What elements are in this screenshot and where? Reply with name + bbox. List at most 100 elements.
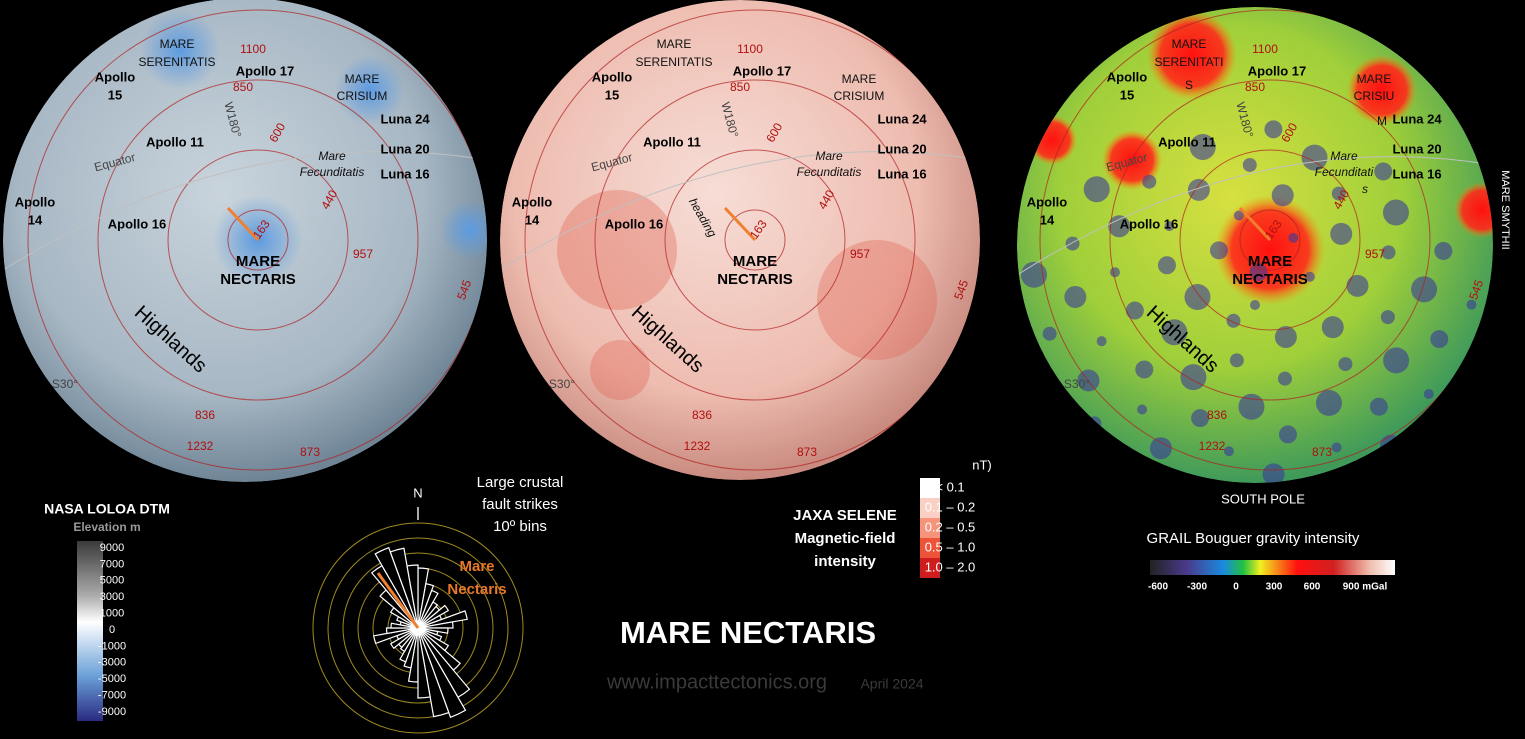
- map-label: NECTARIS: [220, 271, 296, 288]
- legend-title: intensity: [814, 553, 876, 570]
- legend-label: 0.1 – 0.2: [925, 499, 976, 514]
- rose-petal: [372, 627, 419, 645]
- legend-title: NASA LOLOA DTM: [44, 501, 170, 517]
- ring: [724, 209, 786, 271]
- map-label: Apollo 11: [1158, 134, 1216, 149]
- crater: [1184, 284, 1211, 311]
- crater: [1149, 437, 1172, 460]
- rose-petal: [417, 604, 450, 629]
- colorbar-label: 3000: [100, 591, 124, 603]
- legend-label: 0.5 – 1.0: [925, 539, 976, 554]
- crater: [1249, 263, 1268, 282]
- legend-label: < 0.1: [935, 479, 964, 494]
- crater: [1125, 301, 1144, 320]
- ring: [594, 79, 916, 401]
- map-label: 957: [850, 247, 870, 261]
- rose-petal: [417, 610, 468, 629]
- crater: [1315, 389, 1342, 416]
- rose-petal: [389, 627, 419, 650]
- crater: [1191, 409, 1210, 428]
- legend-swatch: [920, 518, 940, 538]
- colorbar-label: 0: [109, 624, 115, 636]
- crater: [1238, 393, 1265, 420]
- rose-caption: Large crustal: [477, 474, 564, 491]
- map-label: CRISIU: [1354, 89, 1395, 103]
- map-label: SERENITATI: [1155, 55, 1224, 69]
- map-label: Apollo: [592, 69, 632, 84]
- map-label: Luna 16: [1392, 166, 1441, 181]
- rose-caption: 10º bins: [493, 518, 547, 535]
- crater: [1161, 319, 1188, 346]
- legend-label: 0.2 – 0.5: [925, 519, 976, 534]
- footer-site: www.impacttectonics.org: [606, 671, 827, 693]
- ring: [1179, 149, 1361, 331]
- crater: [1164, 221, 1175, 232]
- rose-petal: [417, 627, 450, 718]
- crater: [1321, 316, 1344, 339]
- crater: [1382, 199, 1409, 226]
- equator: [3, 151, 487, 271]
- crater: [1189, 133, 1216, 160]
- map-label: Fecunditati: [1315, 165, 1374, 179]
- colorbar-label: 5000: [100, 575, 124, 587]
- rose-caption: fault strikes: [482, 496, 558, 513]
- mare: [335, 55, 405, 125]
- colorbar-label: 1000: [100, 608, 124, 620]
- equator: [1017, 156, 1493, 276]
- legend-title: GRAIL Bouguer gravity intensity: [1147, 530, 1360, 547]
- rose-marker: Nectaris: [447, 581, 506, 598]
- colorbar-label: -1000: [98, 640, 126, 652]
- crater: [1369, 397, 1388, 416]
- map-label: S30°: [52, 377, 78, 391]
- crater: [1380, 310, 1395, 325]
- map-label: 15: [605, 87, 619, 102]
- legend-label: 1.0 – 2.0: [925, 559, 976, 574]
- map-label: 836: [195, 408, 215, 422]
- crater: [1331, 442, 1342, 453]
- rose-ring: [327, 537, 509, 719]
- crater: [1187, 178, 1210, 201]
- map-label: Apollo: [1027, 194, 1067, 209]
- map-label: Apollo: [1107, 69, 1147, 84]
- map-label: Apollo 16: [108, 216, 167, 231]
- map-label: 1232: [684, 439, 711, 453]
- map-label: Apollo: [95, 69, 135, 84]
- globe: [500, 0, 980, 480]
- crater: [1083, 176, 1110, 203]
- legend-swatch: [920, 558, 940, 578]
- map-label: MARE: [657, 37, 692, 51]
- map-label: Apollo 17: [733, 63, 792, 78]
- colorbar-label: 900 mGal: [1343, 582, 1388, 593]
- colorbar-label: 7000: [100, 558, 124, 570]
- crater: [1381, 245, 1396, 260]
- side-label: MARE SMYTHII: [1499, 170, 1511, 249]
- heading-arrow: [723, 206, 757, 242]
- map-label: 14: [525, 212, 540, 227]
- crater: [1346, 274, 1369, 297]
- crater: [1137, 404, 1148, 415]
- map-label: 850: [730, 80, 750, 94]
- map-label: 1100: [240, 42, 266, 56]
- map-label: Luna 20: [1392, 141, 1441, 156]
- crater: [1411, 276, 1438, 303]
- map-label: MARE: [160, 37, 195, 51]
- anomaly: [817, 240, 937, 360]
- colorbar-label: -600: [1148, 582, 1168, 593]
- map-label: 836: [692, 408, 712, 422]
- legend-title: JAXA SELENE: [793, 507, 897, 524]
- map-label: S30°: [549, 377, 575, 391]
- rose-ring: [342, 552, 494, 704]
- heading-arrow: [1238, 206, 1272, 242]
- map-label: 1100: [1252, 42, 1278, 56]
- crater: [1331, 186, 1346, 201]
- crater: [1087, 416, 1102, 431]
- map-label: Apollo 17: [1248, 63, 1307, 78]
- rose-petal: [389, 547, 419, 629]
- map-label: 836: [1207, 408, 1227, 422]
- crater: [1065, 236, 1080, 251]
- map-label: 1232: [187, 439, 214, 453]
- crater: [1278, 425, 1297, 444]
- rose-petal: [417, 621, 454, 629]
- crater: [1380, 434, 1403, 457]
- anomaly: [590, 340, 650, 400]
